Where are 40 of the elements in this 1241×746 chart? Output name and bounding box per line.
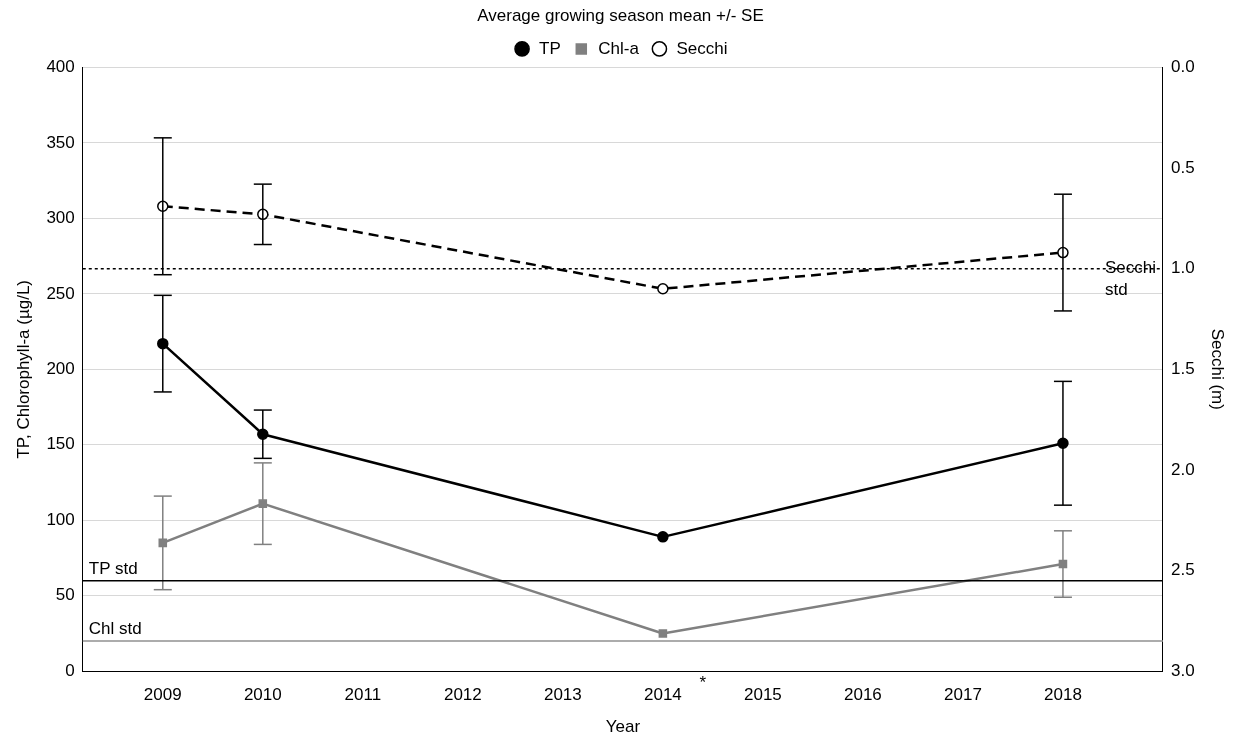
- y-tick-label: 400: [46, 57, 75, 77]
- y2-tick-label: 0.0: [1170, 57, 1195, 77]
- x-tick-label: 2015: [743, 685, 782, 705]
- legend-label: TP: [539, 38, 561, 58]
- point: [657, 283, 669, 295]
- point: [657, 531, 669, 543]
- y2-tick-label: 2.0: [1170, 459, 1195, 479]
- y2-tick-label: 3.0: [1170, 660, 1195, 680]
- x-tick-label: 2016: [844, 685, 882, 705]
- y2-axis-title: Secchi (m): [1208, 328, 1228, 410]
- x-tick-label: 2012: [443, 685, 482, 705]
- ref-line-label: Chl std: [88, 619, 142, 639]
- y-tick-label: 200: [46, 358, 75, 378]
- ref-line-label: TP std: [88, 558, 138, 578]
- chart-title: Average growing season mean +/- SE: [477, 5, 764, 25]
- y2-tick-label: 0.5: [1170, 157, 1195, 177]
- y-tick-label: 250: [46, 283, 75, 303]
- x-tick-label: 2018: [1044, 685, 1082, 705]
- y-tick-label: 50: [55, 585, 75, 605]
- x-tick-label: 2009: [143, 685, 182, 705]
- y-tick-label: 150: [46, 434, 75, 454]
- legend-label: Chl-a: [598, 38, 640, 58]
- x-tick-label: 2011: [344, 685, 382, 705]
- y2-tick-label: 1.0: [1170, 258, 1195, 278]
- y-tick-label: 0: [65, 660, 75, 680]
- ref-line-label: Secchi std: [1104, 258, 1156, 300]
- y-tick-label: 300: [46, 208, 75, 228]
- y-tick-label: 100: [46, 509, 75, 529]
- y2-tick-label: 2.5: [1170, 560, 1195, 580]
- y2-tick-label: 1.5: [1170, 358, 1195, 378]
- x-axis-title: Year: [605, 717, 641, 737]
- x-tick-label: 2017: [944, 685, 982, 705]
- x-tick-label: 2014: [643, 685, 682, 705]
- point: [658, 629, 668, 638]
- text: *: [699, 673, 707, 693]
- legend-label: Secchi: [676, 38, 728, 58]
- x-tick-label: 2013: [543, 685, 582, 705]
- y-tick-label: 350: [46, 132, 75, 152]
- y-axis-title: TP, Chlorophyll-a (µg/L): [13, 280, 33, 459]
- x-tick-label: 2010: [243, 685, 282, 705]
